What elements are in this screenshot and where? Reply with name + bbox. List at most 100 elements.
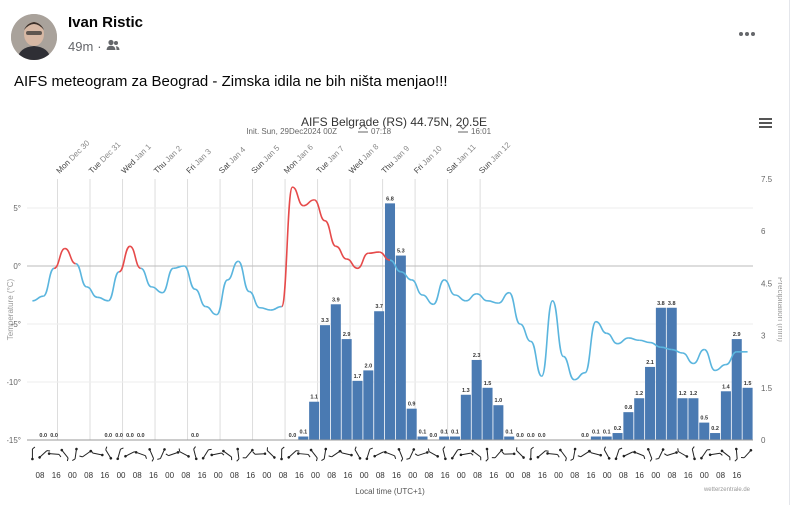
precip-label: 1.2 (679, 391, 687, 397)
wind-shaft (409, 449, 415, 459)
wind-shaft (472, 450, 481, 458)
temperature-line-segment (714, 363, 727, 372)
temperature-line-segment (649, 341, 661, 348)
precip-label: 0.0 (50, 433, 58, 439)
wind-shaft (341, 452, 352, 456)
wind-arrow (471, 449, 482, 461)
avatar[interactable] (11, 14, 57, 60)
y-right-tick: 4.5 (761, 279, 773, 288)
wind-dot (536, 455, 540, 459)
wind-barb (316, 457, 318, 462)
temperature-line-segment (280, 186, 294, 308)
wind-barb (603, 446, 606, 450)
wind-shaft (237, 448, 240, 460)
wind-barb (545, 450, 549, 452)
wind-dot (324, 447, 328, 451)
day-label: Sat Jan 11 (445, 142, 478, 175)
temperature-line-segment (151, 286, 163, 294)
wind-arrow (491, 448, 503, 459)
hour-tick: 08 (230, 471, 239, 480)
wind-dot (661, 448, 665, 451)
hour-tick: 00 (214, 471, 223, 480)
hour-tick: 16 (489, 471, 498, 480)
precip-bar (623, 412, 634, 440)
temperature-line-segment (443, 279, 456, 296)
temperature-line-segment (422, 294, 434, 306)
precip-label: 2.9 (343, 332, 351, 338)
wind-arrow (406, 448, 416, 460)
day-label: Tue Jan 7 (315, 144, 347, 176)
precip-label: 0.0 (430, 433, 438, 439)
wind-arrow (614, 447, 623, 461)
meteogram-image[interactable]: AIFS Belgrade (RS) 44.75N, 20.5E Init. Su… (7, 108, 782, 505)
precip-bar (406, 408, 417, 440)
temperature-line-segment (324, 219, 337, 248)
precip-bar (439, 436, 450, 440)
wind-arrow (321, 447, 328, 461)
wind-arrow (148, 448, 155, 462)
temperature-line-segment (703, 348, 716, 372)
precip-bar (493, 405, 504, 440)
wind-arrow (72, 447, 78, 462)
wind-shaft (735, 448, 738, 460)
hour-tick: 16 (149, 471, 158, 480)
wind-dot (633, 450, 636, 454)
wind-arrow (365, 447, 373, 461)
precip-bar (677, 398, 688, 440)
wind-dot (109, 456, 113, 460)
day-label: Thu Jan 2 (152, 143, 184, 175)
author-name[interactable]: Ivan Ristic (68, 14, 144, 31)
y-right-tick: 1.5 (761, 384, 773, 393)
friends-icon[interactable] (106, 39, 120, 54)
wind-arrow (427, 448, 440, 458)
precip-label: 0.0 (538, 433, 546, 439)
hour-tick: 00 (651, 471, 660, 480)
hour-tick: 08 (522, 471, 531, 480)
precip-bar (710, 433, 721, 440)
wind-arrow (328, 449, 342, 458)
precip-label: 2.0 (365, 363, 373, 369)
wind-arrow (266, 447, 276, 459)
wind-shaft (460, 452, 471, 456)
sunset-time: 16:01 (471, 127, 492, 136)
hour-tick: 16 (732, 471, 741, 480)
wind-barb (328, 455, 332, 458)
wind-dot (297, 452, 300, 455)
wind-shaft (623, 451, 634, 457)
wind-dot (31, 457, 34, 461)
temperature-line-segment (584, 320, 597, 374)
wind-dot (607, 457, 611, 460)
temperature-line-segment (75, 262, 87, 288)
wind-barb (120, 447, 124, 450)
wind-arrow (397, 448, 404, 462)
wind-shaft (494, 449, 503, 459)
hamburger-menu-icon[interactable] (759, 118, 772, 128)
menu-line (759, 126, 772, 128)
post-meta: 49m · (68, 39, 120, 54)
wind-barb (252, 451, 256, 455)
chart-subtitle: Init. Sun, 29Dec2024 00Z (246, 127, 337, 136)
precip-bar (482, 387, 493, 440)
wind-arrow (38, 450, 51, 459)
wind-arrow (280, 446, 285, 461)
wind-dot (412, 448, 416, 451)
wind-shaft (701, 449, 708, 459)
more-options-button[interactable] (735, 22, 759, 46)
wind-arrow (210, 452, 225, 457)
wind-dot (693, 457, 696, 461)
precip-label: 0.0 (126, 433, 134, 439)
day-date: Jan 4 (227, 145, 248, 166)
wind-dot (373, 454, 376, 458)
day-date: Jan 3 (193, 147, 214, 168)
temperature-line-segment (498, 291, 510, 304)
post-time[interactable]: 49m (68, 39, 94, 54)
precip-label: 0.1 (451, 430, 459, 436)
temperature-line-segment (389, 259, 402, 273)
wind-arrow (450, 448, 461, 460)
precip-label: 0.1 (592, 430, 600, 436)
precip-bar (330, 304, 341, 440)
wind-dot (176, 451, 180, 454)
hour-tick: 00 (457, 471, 466, 480)
precip-bar (449, 436, 461, 440)
hour-tick: 16 (52, 471, 61, 480)
